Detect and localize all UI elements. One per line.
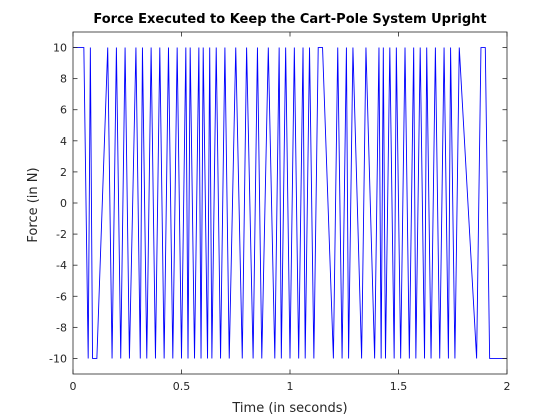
y-tick-label: -10 [49, 352, 67, 365]
x-axis-label: Time (in seconds) [231, 401, 347, 416]
x-tick-label: 1.5 [390, 380, 408, 393]
y-tick-label: -6 [56, 290, 67, 303]
y-tick-label: 10 [53, 42, 67, 55]
plot-area [73, 47, 507, 359]
x-tick-label: 2 [504, 380, 511, 393]
y-tick-label: -2 [56, 228, 67, 241]
x-tick-label: 0.5 [173, 380, 191, 393]
axis-ticks: 0 0.5 1 1.5 2 -10 -8 -6 -4 -2 0 2 4 6 8 10 [49, 32, 511, 393]
chart-title: Force Executed to Keep the Cart-Pole Sys… [93, 12, 486, 27]
axes-frame [72, 31, 508, 375]
series-line-0 [73, 47, 507, 359]
x-tick-label: 1 [287, 380, 294, 393]
y-tick-label: 0 [60, 197, 67, 210]
y-tick-label: 2 [60, 166, 67, 179]
y-tick-label: 4 [60, 135, 67, 148]
y-axis-label: Force (in N) [26, 167, 41, 242]
y-tick-label: 8 [60, 73, 67, 86]
y-tick-label: -4 [56, 259, 67, 272]
y-tick-label: 6 [60, 104, 67, 117]
x-tick-label: 0 [70, 380, 77, 393]
y-tick-label: -8 [56, 321, 67, 334]
